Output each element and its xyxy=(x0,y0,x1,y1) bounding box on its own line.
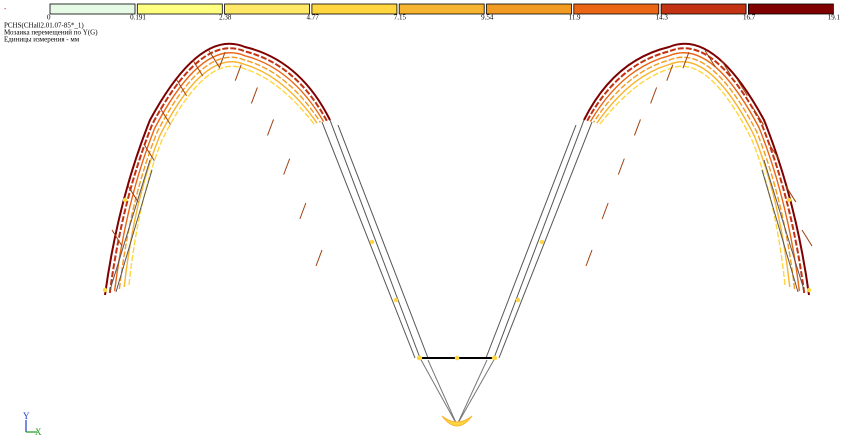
axis-y-label: Y xyxy=(23,411,30,421)
arch-member xyxy=(129,66,314,285)
axis-triad: Y X xyxy=(23,411,42,437)
truss-diagonal xyxy=(457,360,487,425)
legend-label: 9.54 xyxy=(481,14,494,22)
rib xyxy=(586,250,592,266)
legend-label: 14.3 xyxy=(656,14,669,22)
rib xyxy=(618,159,624,175)
arch-member xyxy=(600,66,785,285)
legend-label: 0.191 xyxy=(130,14,146,22)
arch-member xyxy=(597,62,790,287)
rib xyxy=(667,65,673,81)
legend-swatch xyxy=(137,4,222,14)
legend-swatch xyxy=(50,4,135,14)
legend-label: 2.38 xyxy=(219,14,232,22)
leg-member xyxy=(322,122,415,358)
header-line: Единицы измерения - мм xyxy=(4,36,80,44)
truss-diagonal xyxy=(420,358,457,425)
axis-x-label: X xyxy=(35,427,42,437)
rib xyxy=(651,87,657,103)
node xyxy=(394,298,398,302)
rib xyxy=(251,87,257,103)
legend-label: 7.15 xyxy=(394,14,407,22)
rib xyxy=(802,230,812,246)
legend-swatch xyxy=(312,4,397,14)
truss-diagonal xyxy=(457,358,495,425)
leg-member xyxy=(486,125,576,358)
rib xyxy=(634,119,640,135)
leg-member xyxy=(499,122,592,358)
rib xyxy=(284,159,290,175)
legend-swatch xyxy=(399,4,484,14)
rib xyxy=(268,119,274,135)
rib xyxy=(683,52,689,68)
leg-member xyxy=(338,125,428,358)
viewport: - PCHS(CHall2.01.07-85*_1) Мозаика перем… xyxy=(0,0,843,439)
legend-swatch xyxy=(661,4,746,14)
truss-diagonal xyxy=(428,360,457,425)
legend-swatch xyxy=(225,4,310,14)
arch-member xyxy=(110,48,327,293)
legend-swatch xyxy=(574,4,659,14)
node xyxy=(123,198,127,202)
model xyxy=(103,44,812,426)
node xyxy=(787,198,791,202)
indicator: - xyxy=(4,5,7,13)
arch-member xyxy=(124,62,317,287)
legend-label: 0 xyxy=(47,14,51,22)
arch-member xyxy=(584,44,809,295)
node xyxy=(103,288,107,292)
legend-swatch xyxy=(748,4,833,14)
legend-label: 19.1 xyxy=(828,14,841,22)
node xyxy=(516,298,520,302)
leg-member xyxy=(494,120,584,358)
legend-label: 4.77 xyxy=(306,14,319,22)
rib xyxy=(300,203,306,219)
node xyxy=(807,288,811,292)
legend: 0 0.191 2.38 4.77 7.15 9.54 11.9 14.3 16.7 19.1 xyxy=(47,4,841,22)
rib xyxy=(316,250,322,266)
node xyxy=(370,240,374,244)
rib xyxy=(602,203,608,219)
legend-label: 11.9 xyxy=(569,14,581,22)
node xyxy=(455,356,459,360)
node xyxy=(417,356,421,360)
node xyxy=(540,240,544,244)
leg-member xyxy=(330,120,420,358)
support-node xyxy=(442,416,472,426)
arch-member xyxy=(105,44,330,295)
node xyxy=(493,356,497,360)
legend-swatch xyxy=(487,4,572,14)
legend-label: 16.7 xyxy=(743,14,756,22)
